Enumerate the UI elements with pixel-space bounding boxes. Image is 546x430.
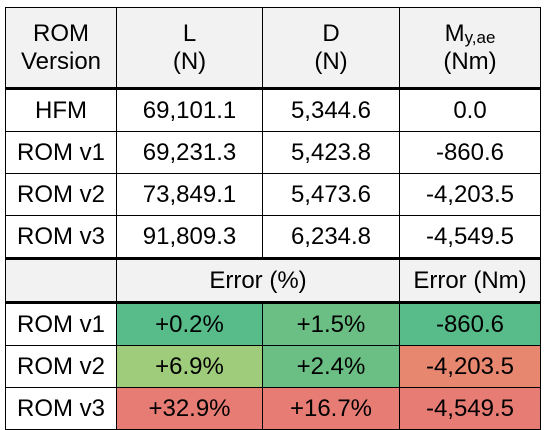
error-row: ROM v2 +6.9% +2.4% -4,203.5 bbox=[5, 345, 541, 388]
moment-value: -860.6 bbox=[399, 131, 541, 174]
row-label: ROM v1 bbox=[5, 301, 117, 346]
row-label: ROM v2 bbox=[5, 345, 117, 388]
drag-value: 5,473.6 bbox=[262, 173, 400, 216]
moment-value: -4,203.5 bbox=[399, 173, 541, 216]
drag-value: 5,423.8 bbox=[262, 131, 400, 174]
moment-error: -4,549.5 bbox=[399, 387, 541, 430]
error-row: ROM v1 +0.2% +1.5% -860.6 bbox=[5, 301, 541, 346]
lift-value: 91,809.3 bbox=[116, 215, 263, 259]
lift-value: 69,231.3 bbox=[116, 131, 263, 174]
drag-error: +16.7% bbox=[262, 387, 400, 430]
error-nm-header: Error (Nm) bbox=[399, 257, 541, 303]
lift-value: 69,101.1 bbox=[116, 87, 263, 132]
lift-error: +6.9% bbox=[116, 345, 263, 388]
drag-value: 6,234.8 bbox=[262, 215, 400, 259]
table-row: ROM v2 73,849.1 5,473.6 -4,203.5 bbox=[5, 173, 541, 216]
moment-error: -860.6 bbox=[399, 301, 541, 346]
moment-value: -4,549.5 bbox=[399, 215, 541, 259]
moment-value: 0.0 bbox=[399, 87, 541, 132]
lift-error: +0.2% bbox=[116, 301, 263, 346]
drag-value: 5,344.6 bbox=[262, 87, 400, 132]
row-label: HFM bbox=[5, 87, 117, 132]
error-row: ROM v3 +32.9% +16.7% -4,549.5 bbox=[5, 387, 541, 430]
drag-error: +1.5% bbox=[262, 301, 400, 346]
row-label: ROM v2 bbox=[5, 173, 117, 216]
table-row: ROM v3 91,809.3 6,234.8 -4,549.5 bbox=[5, 215, 541, 259]
drag-error: +2.4% bbox=[262, 345, 400, 388]
error-header-row: Error (%) Error (Nm) bbox=[5, 257, 541, 303]
header-lift: L (N) bbox=[116, 7, 263, 89]
row-label: ROM v3 bbox=[5, 215, 117, 259]
error-pct-header: Error (%) bbox=[116, 257, 400, 303]
results-table: ROM Version L (N) D (N) My,ae (Nm) HFM 6… bbox=[5, 7, 541, 430]
lift-value: 73,849.1 bbox=[116, 173, 263, 216]
lift-error: +32.9% bbox=[116, 387, 263, 430]
moment-error: -4,203.5 bbox=[399, 345, 541, 388]
table-row: ROM v1 69,231.3 5,423.8 -860.6 bbox=[5, 131, 541, 174]
error-header-blank bbox=[5, 257, 117, 303]
header-rom-version: ROM Version bbox=[5, 7, 117, 89]
header-drag: D (N) bbox=[262, 7, 400, 89]
header-moment: My,ae (Nm) bbox=[399, 7, 541, 89]
header-row: ROM Version L (N) D (N) My,ae (Nm) bbox=[5, 7, 541, 89]
row-label: ROM v1 bbox=[5, 131, 117, 174]
row-label: ROM v3 bbox=[5, 387, 117, 430]
moment-subscript: y,ae bbox=[464, 27, 496, 47]
table-row: HFM 69,101.1 5,344.6 0.0 bbox=[5, 87, 541, 132]
